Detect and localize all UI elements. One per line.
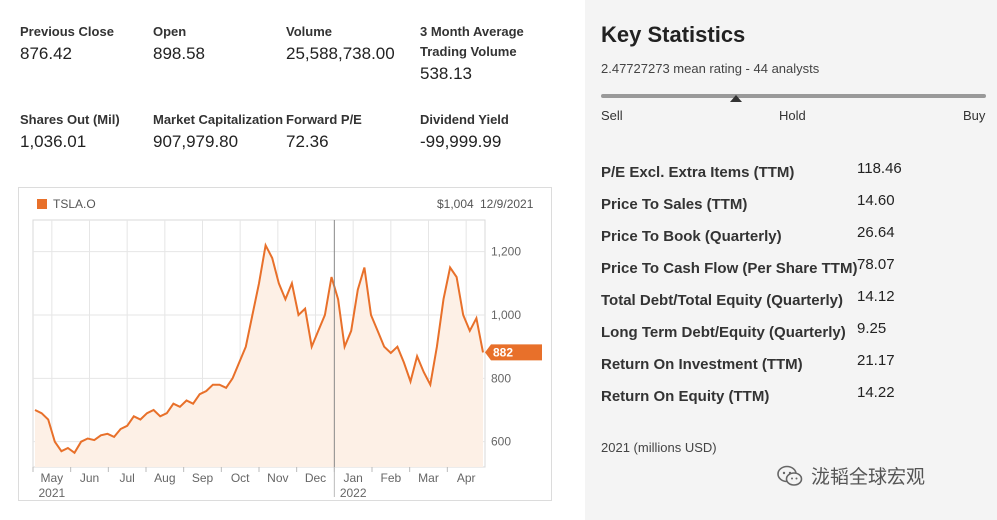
x-tick-label: Mar — [418, 471, 439, 485]
key-stats-title: Key Statistics — [601, 22, 746, 47]
key-stat-label: Price To Cash Flow (Per Share TTM) — [601, 260, 858, 277]
stat-label: Market Capitalization — [153, 112, 284, 127]
chart-axes: 600 800 1,000 1,200 May Jun Jul Aug Sep Oct Nov Dec… — [32, 245, 521, 500]
stat-shares-out: Shares Out (Mil) 1,036.01 — [20, 110, 160, 153]
key-stat-row: Price To Cash Flow (Per Share TTM) 78.07 — [601, 256, 991, 280]
stat-value: -99,999.99 — [420, 132, 502, 151]
key-stat-label: Return On Equity (TTM) — [601, 388, 770, 405]
key-stat-value: 14.22 — [857, 384, 895, 401]
watermark-text: 泷韬全球宏观 — [811, 467, 926, 488]
stat-dividend-yield: Dividend Yield -99,999.99 — [420, 110, 560, 153]
last-price-tag: 882 — [485, 344, 542, 361]
stat-label: Dividend Yield — [420, 112, 509, 127]
x-tick-label: Jul — [119, 471, 134, 485]
price-chart[interactable]: 600 800 1,000 1,200 May Jun Jul Aug Sep Oct Nov Dec… — [18, 187, 552, 501]
stat-3m-avg-volume: 3 Month Average Trading Volume 538.13 — [420, 22, 540, 85]
analyst-rating-summary: 2.47727273 mean rating - 44 analysts — [601, 61, 820, 76]
key-stat-row: Return On Investment (TTM) 21.17 — [601, 352, 991, 376]
x-tick-label: Jan — [343, 471, 362, 485]
key-stat-value: 21.17 — [857, 352, 895, 369]
key-stat-row: Long Term Debt/Equity (Quarterly) 9.25 — [601, 320, 991, 344]
rating-scale-bar — [601, 94, 986, 98]
y-tick-label: 800 — [491, 371, 511, 385]
key-stat-value: 14.60 — [857, 192, 895, 209]
x-tick-label: Jun — [80, 471, 99, 485]
year-label: 2022 — [340, 486, 367, 500]
key-stat-label: Return On Investment (TTM) — [601, 356, 803, 373]
y-tick-label: 600 — [491, 435, 511, 449]
stat-value: 898.58 — [153, 44, 205, 63]
hover-price: $1,004 — [437, 197, 474, 211]
legend-swatch — [37, 199, 47, 209]
price-area — [35, 245, 483, 467]
x-tick-label: May — [40, 471, 63, 485]
key-stat-row: Price To Sales (TTM) 14.60 — [601, 192, 991, 216]
wechat-icon — [777, 465, 803, 486]
rating-buy-label: Buy — [963, 108, 986, 123]
last-price-label: 882 — [493, 345, 513, 359]
key-stat-label: P/E Excl. Extra Items (TTM) — [601, 164, 795, 181]
stat-label: Forward P/E — [286, 112, 362, 127]
legend-ticker: TSLA.O — [53, 197, 96, 211]
stat-open: Open 898.58 — [153, 22, 293, 65]
stat-value: 72.36 — [286, 132, 329, 151]
x-tick-label: Apr — [457, 471, 476, 485]
key-stat-row: Return On Equity (TTM) 14.22 — [601, 384, 991, 408]
key-stat-value: 118.46 — [857, 160, 902, 177]
key-stat-label: Price To Sales (TTM) — [601, 196, 748, 213]
key-stat-label: Total Debt/Total Equity (Quarterly) — [601, 292, 843, 309]
stat-market-cap: Market Capitalization 907,979.80 — [153, 110, 293, 153]
key-stat-label: Price To Book (Quarterly) — [601, 228, 782, 245]
price-chart-svg[interactable]: 600 800 1,000 1,200 May Jun Jul Aug Sep Oct Nov Dec… — [19, 188, 553, 502]
year-label: 2021 — [38, 486, 65, 500]
watermark: 泷韬全球宏观 — [777, 462, 925, 489]
quote-overview-panel: Previous Close 876.42 Open 898.58 Volume… — [0, 0, 585, 520]
stat-label: 3 Month Average Trading Volume — [420, 24, 524, 59]
key-stat-row: Price To Book (Quarterly) 26.64 — [601, 224, 991, 248]
y-tick-label: 1,000 — [491, 308, 521, 322]
x-tick-label: Dec — [305, 471, 326, 485]
last-price-tag-shape — [485, 344, 542, 361]
key-stat-value: 78.07 — [857, 256, 895, 273]
key-stat-label: Long Term Debt/Equity (Quarterly) — [601, 324, 846, 341]
y-tick-label: 1,200 — [491, 245, 521, 259]
stat-value: 538.13 — [420, 64, 472, 83]
stat-volume: Volume 25,588,738.00 — [286, 22, 411, 65]
stat-label: Volume — [286, 24, 332, 39]
key-stat-row: Total Debt/Total Equity (Quarterly) 14.1… — [601, 288, 991, 312]
x-tick-label: Nov — [267, 471, 288, 485]
key-stat-value: 9.25 — [857, 320, 887, 337]
x-tick-label: Oct — [231, 471, 250, 485]
key-stats-note: 2021 (millions USD) — [601, 440, 717, 455]
stat-forward-pe: Forward P/E 72.36 — [286, 110, 426, 153]
x-tick-label: Feb — [380, 471, 401, 485]
stat-value: 1,036.01 — [20, 132, 87, 151]
stat-value: 25,588,738.00 — [286, 44, 395, 63]
stat-value: 876.42 — [20, 44, 72, 63]
price-line — [34, 242, 484, 455]
stat-previous-close: Previous Close 876.42 — [20, 22, 160, 65]
rating-sell-label: Sell — [601, 108, 623, 123]
rating-hold-label: Hold — [779, 108, 806, 123]
key-stat-value: 26.64 — [857, 224, 895, 241]
hover-date: 12/9/2021 — [480, 197, 534, 211]
rating-marker-icon — [730, 95, 742, 102]
stat-label: Previous Close — [20, 24, 114, 39]
key-stat-row: P/E Excl. Extra Items (TTM) 118.46 — [601, 160, 991, 184]
key-statistics-panel: Key Statistics 2.47727273 mean rating - … — [585, 0, 997, 520]
stat-label: Shares Out (Mil) — [20, 112, 120, 127]
x-tick-label: Sep — [192, 471, 214, 485]
stat-label: Open — [153, 24, 187, 39]
stat-value: 907,979.80 — [153, 132, 239, 151]
key-stat-value: 14.12 — [857, 288, 895, 305]
x-tick-label: Aug — [154, 471, 175, 485]
